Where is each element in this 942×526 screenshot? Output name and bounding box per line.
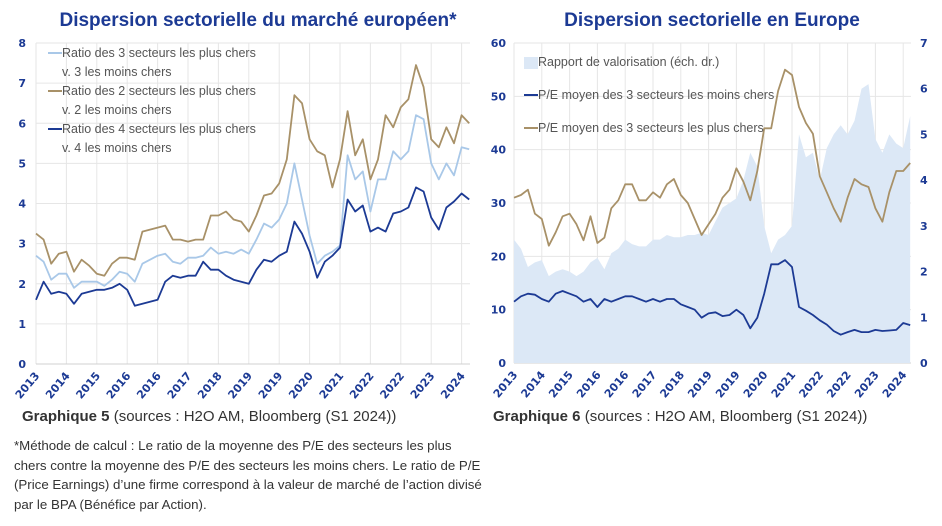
legend-label: v. 4 les moins chers [62, 141, 172, 155]
y2-tick-label: 0 [920, 357, 928, 370]
caption-right-sources: (sources : H2O AM, Bloomberg (S1 2024)) [584, 408, 868, 425]
caption-left-sources: (sources : H2O AM, Bloomberg (S1 2024)) [113, 408, 397, 425]
y-tick-label: 7 [18, 77, 26, 90]
x-tick-label: 2015 [546, 369, 576, 401]
caption-right: Graphique 6 (sources : H2O AM, Bloomberg… [493, 408, 867, 425]
y-tick-label: 50 [491, 90, 507, 103]
x-tick-label: 2019 [685, 369, 715, 401]
legend-label: Ratio des 2 secteurs les plus chers [62, 84, 256, 98]
y-tick-label: 4 [18, 198, 26, 211]
x-tick-label: 2023 [852, 369, 882, 401]
y-tick-label: 0 [18, 358, 26, 371]
legend-label: v. 3 les moins chers [62, 65, 172, 79]
series-line [35, 186, 470, 307]
y-tick-label: 5 [18, 157, 26, 170]
y2-tick-label: 1 [920, 311, 928, 324]
x-tick-label: 2016 [574, 368, 604, 400]
x-tick-label: 2016 [602, 368, 632, 400]
y2-tick-label: 5 [920, 128, 928, 141]
x-tick-label: 2014 [518, 368, 548, 400]
y-tick-label: 10 [491, 304, 507, 317]
y-tick-label: 3 [18, 238, 26, 251]
x-tick-label: 2022 [796, 369, 826, 401]
y-tick-label: 40 [491, 144, 507, 157]
x-tick-label: 2022 [824, 369, 854, 401]
y-tick-label: 1 [18, 318, 26, 331]
y2-tick-label: 6 [920, 83, 928, 96]
caption-left: Graphique 5 (sources : H2O AM, Bloomberg… [22, 408, 396, 425]
legend-label: v. 2 les moins chers [62, 103, 172, 117]
caption-left-label: Graphique 5 [22, 408, 110, 425]
legend-label: P/E moyen des 3 secteurs les moins chers [538, 88, 774, 102]
series-area [514, 84, 911, 363]
series-line [513, 68, 911, 247]
y-tick-label: 2 [18, 278, 26, 291]
chart-right: Dispersion sectorielle en Europe01020304… [491, 10, 928, 401]
x-tick-label: 2019 [713, 369, 743, 401]
x-tick-label: 2018 [657, 369, 687, 401]
y-tick-label: 0 [498, 357, 506, 370]
x-tick-label: 2021 [769, 369, 799, 401]
y2-tick-label: 7 [920, 37, 928, 50]
y-tick-label: 20 [491, 250, 507, 263]
y-tick-label: 6 [18, 117, 26, 130]
series-line [513, 259, 911, 336]
y-tick-label: 60 [491, 37, 507, 50]
y-tick-label: 8 [18, 37, 26, 50]
legend-label: P/E moyen des 3 secteurs les plus chers [538, 121, 764, 135]
series-line [35, 64, 470, 277]
caption-right-label: Graphique 6 [493, 408, 581, 425]
y2-tick-label: 3 [920, 220, 928, 233]
y2-tick-label: 2 [920, 266, 928, 279]
x-tick-label: 2020 [741, 368, 771, 400]
legend-label: Rapport de valorisation (éch. dr.) [538, 55, 719, 69]
x-tick-label: 2013 [491, 369, 521, 401]
chart-left: Dispersion sectorielle du marché europée… [13, 10, 470, 401]
chart-title: Dispersion sectorielle en Europe [564, 10, 860, 31]
x-tick-label: 2017 [630, 369, 660, 401]
y-tick-label: 30 [491, 197, 507, 210]
series-line [35, 114, 470, 289]
method-note: *Méthode de calcul : Le ratio de la moye… [14, 438, 482, 512]
legend-label: Ratio des 4 secteurs les plus chers [62, 122, 256, 136]
y2-tick-label: 4 [920, 174, 928, 187]
chart-title: Dispersion sectorielle du marché europée… [59, 10, 457, 31]
x-tick-label: 2024 [880, 368, 910, 400]
legend-label: Ratio des 3 secteurs les plus chers [62, 46, 256, 60]
legend-swatch [524, 57, 538, 69]
